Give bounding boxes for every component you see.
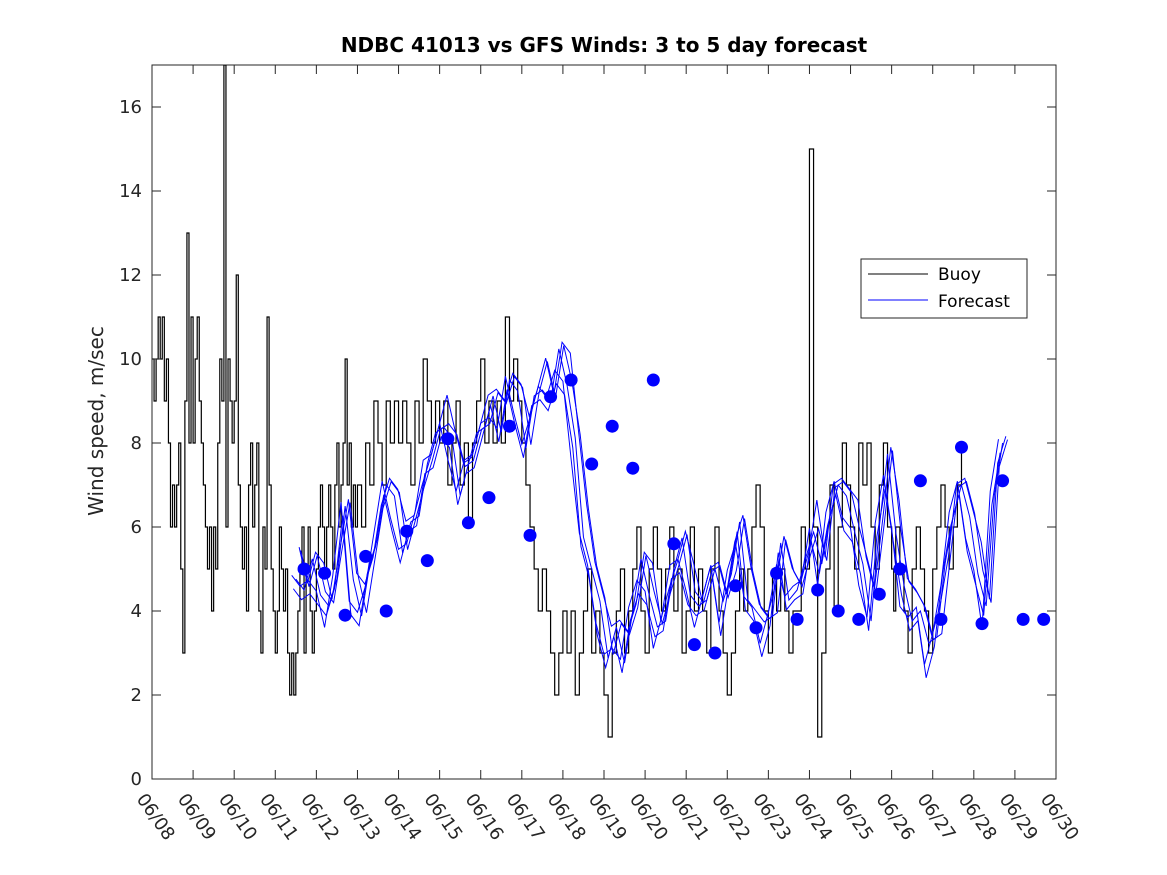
forecast-point xyxy=(400,524,414,538)
forecast-point xyxy=(318,566,332,580)
y-tick-label: 4 xyxy=(131,601,142,622)
forecast-point xyxy=(544,390,558,404)
forecast-point xyxy=(297,562,311,576)
forecast-point xyxy=(934,612,948,626)
forecast-point xyxy=(975,617,989,631)
x-tick-label: 06/20 xyxy=(625,790,672,845)
forecast-point xyxy=(996,474,1010,488)
forecast-point xyxy=(564,373,578,387)
y-tick-label: 8 xyxy=(131,433,142,454)
y-tick-label: 10 xyxy=(119,349,142,370)
x-tick-label: 06/17 xyxy=(502,790,549,845)
buoy-series-line xyxy=(152,65,966,738)
forecast-point xyxy=(523,528,537,542)
forecast-point xyxy=(420,554,434,568)
x-tick-label: 06/18 xyxy=(543,790,590,845)
x-tick-label: 06/15 xyxy=(420,790,467,845)
x-tick-label: 06/25 xyxy=(830,790,877,845)
forecast-point xyxy=(502,419,516,433)
forecast-point xyxy=(687,638,701,652)
x-tick-label: 06/09 xyxy=(173,790,220,845)
x-tick-label: 06/30 xyxy=(1036,790,1083,845)
x-tick-label: 06/23 xyxy=(748,790,795,845)
forecast-point xyxy=(954,440,968,454)
forecast-point xyxy=(338,608,352,622)
y-axis: 0 2 4 6 8 10 12 14 16 xyxy=(119,97,1056,790)
legend-box xyxy=(860,258,1028,319)
forecast-point xyxy=(893,562,907,576)
forecast-point xyxy=(749,621,763,635)
x-tick-label: 06/08 xyxy=(132,790,179,845)
forecast-point xyxy=(811,583,825,597)
forecast-series-line xyxy=(298,340,1007,639)
forecast-point xyxy=(770,566,784,580)
x-tick-label: 06/28 xyxy=(954,790,1001,845)
forecast-point xyxy=(359,549,373,563)
y-tick-label: 14 xyxy=(119,181,142,202)
forecast-point xyxy=(831,604,845,618)
y-axis-label: Wind speed, m/sec xyxy=(84,326,108,516)
forecast-point xyxy=(913,474,927,488)
x-tick-label: 06/14 xyxy=(378,790,425,845)
forecast-point xyxy=(585,457,599,471)
x-tick-label: 06/21 xyxy=(666,790,713,845)
y-tick-label: 16 xyxy=(119,97,142,118)
x-tick-label: 06/12 xyxy=(296,790,343,845)
y-tick-label: 2 xyxy=(131,685,142,706)
forecast-point xyxy=(708,646,722,660)
forecast-point xyxy=(605,419,619,433)
x-tick-label: 06/13 xyxy=(337,790,384,845)
forecast-point xyxy=(790,612,804,626)
legend-forecast-label: Forecast xyxy=(938,292,1010,312)
forecast-point xyxy=(379,604,393,618)
y-tick-label: 0 xyxy=(131,769,142,790)
forecast-series-line xyxy=(300,345,1008,655)
chart-title: NDBC 41013 vs GFS Winds: 3 to 5 day fore… xyxy=(341,33,868,57)
y-tick-label: 6 xyxy=(131,517,142,538)
forecast-point xyxy=(667,537,681,551)
y-tick-label: 12 xyxy=(119,265,142,286)
plot-area xyxy=(151,64,1057,780)
legend-buoy-label: Buoy xyxy=(938,265,981,285)
x-tick-label: 06/29 xyxy=(995,790,1042,845)
forecast-point xyxy=(461,516,475,530)
x-tick-label: 06/19 xyxy=(584,790,631,845)
forecast-point xyxy=(872,587,886,601)
x-tick-label: 06/10 xyxy=(214,790,261,845)
forecast-point xyxy=(626,461,640,475)
x-tick-label: 06/26 xyxy=(872,790,919,845)
forecast-series-line xyxy=(295,348,1004,664)
x-tick-label: 06/22 xyxy=(707,790,754,845)
forecast-point xyxy=(1016,612,1030,626)
x-tick-label: 06/24 xyxy=(789,790,836,845)
forecast-point xyxy=(441,432,455,446)
x-tick-label: 06/16 xyxy=(461,790,508,845)
forecast-point xyxy=(728,579,742,593)
forecast-point xyxy=(482,491,496,505)
forecast-point xyxy=(852,612,866,626)
legend: Buoy Forecast xyxy=(860,258,1028,319)
x-tick-label: 06/27 xyxy=(913,790,960,845)
forecast-point xyxy=(646,373,660,387)
x-axis: 06/0806/0906/1006/1106/1206/1306/1406/15… xyxy=(132,65,1083,844)
x-tick-label: 06/11 xyxy=(255,790,302,845)
forecast-point xyxy=(1037,612,1051,626)
